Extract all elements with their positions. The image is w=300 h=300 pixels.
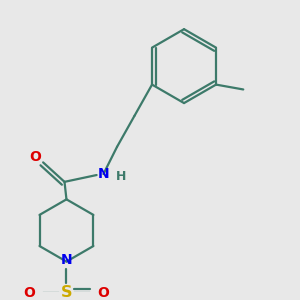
Text: N: N (61, 253, 72, 267)
Text: N: N (98, 167, 109, 181)
Text: H: H (116, 169, 126, 182)
Text: O: O (24, 286, 35, 300)
Text: S: S (61, 285, 72, 300)
Text: O: O (29, 150, 41, 164)
Text: O: O (98, 286, 109, 300)
